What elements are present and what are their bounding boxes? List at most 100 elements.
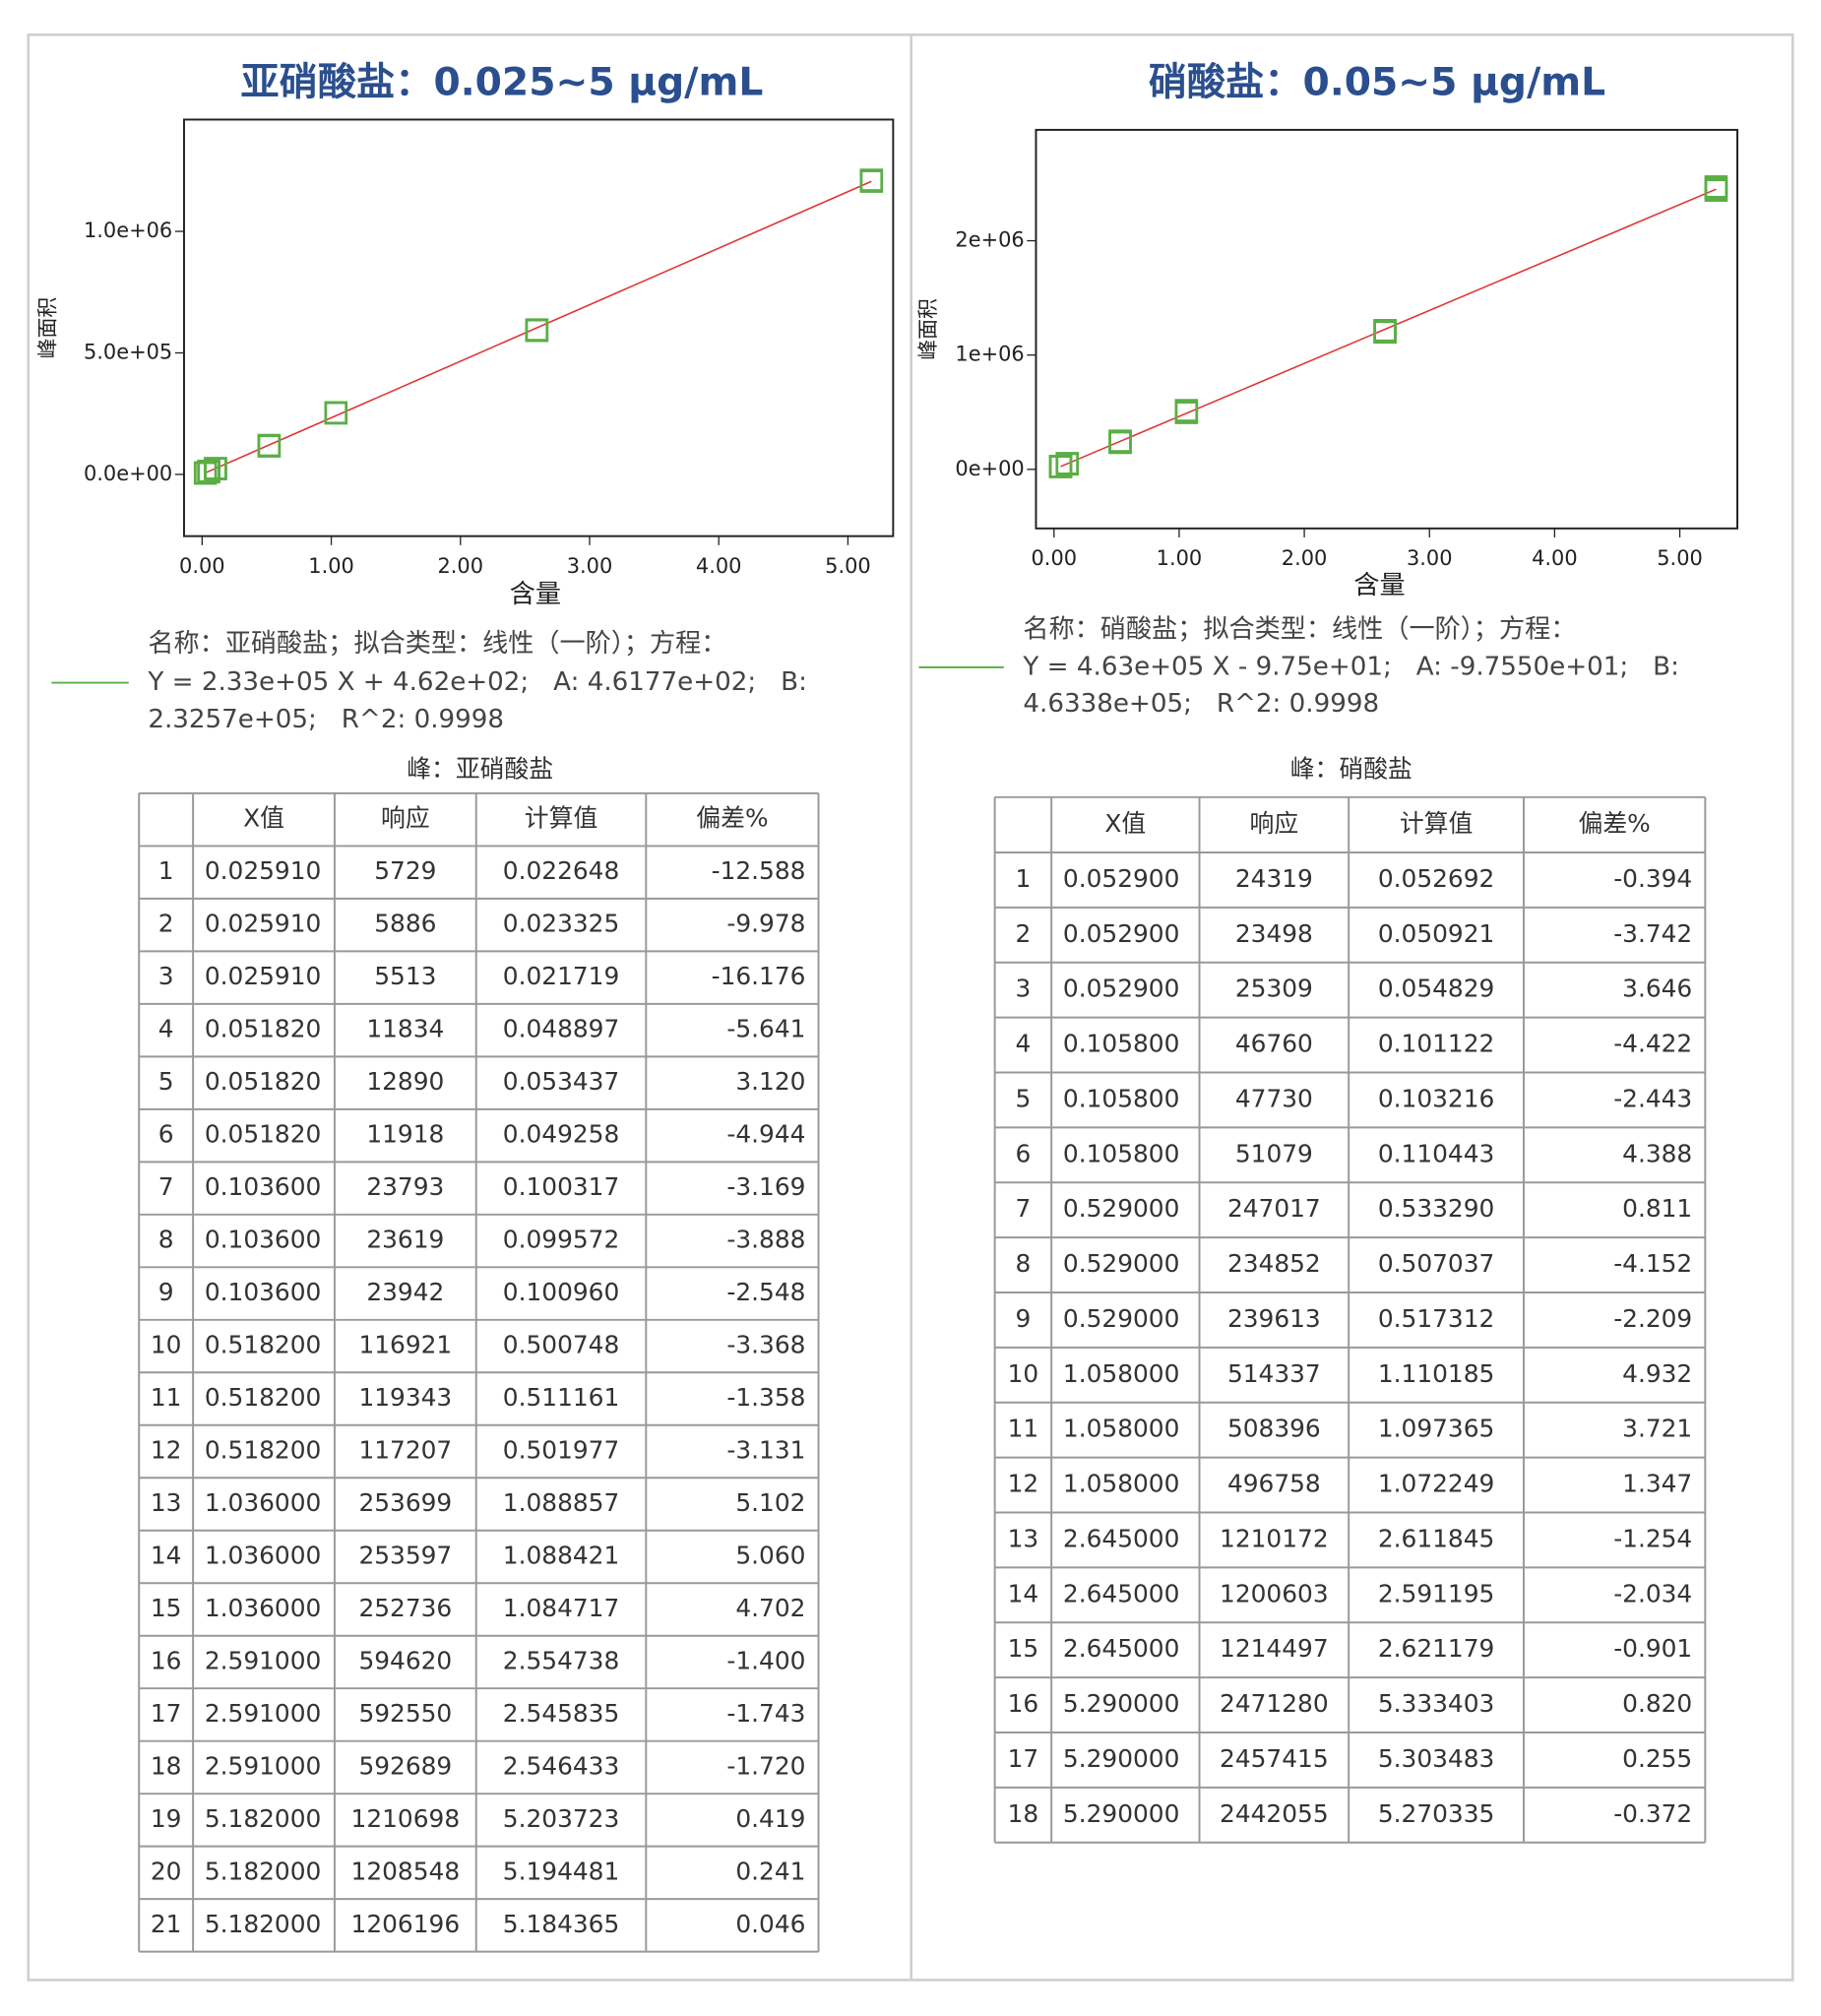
- table-cell: 0.518200: [205, 1383, 321, 1412]
- x-tick-label: 5.00: [1657, 546, 1703, 570]
- table-header: X值: [243, 804, 284, 833]
- table-cell: 16: [151, 1646, 182, 1674]
- table-cell: 0.052900: [1063, 975, 1179, 1003]
- chart-title: 亚硝酸盐：0.025~5 μg/mL: [240, 61, 763, 105]
- table-cell: 0.021719: [503, 962, 619, 990]
- table-cell: 119343: [358, 1383, 452, 1412]
- table-cell: -0.372: [1613, 1799, 1692, 1828]
- table-cell: 1.088421: [503, 1541, 619, 1569]
- table-cell: -1.743: [726, 1699, 805, 1728]
- table-cell: 46760: [1235, 1030, 1313, 1058]
- table-cell: 2.611845: [1378, 1524, 1494, 1552]
- table-header: 响应: [381, 804, 430, 833]
- table-cell: 0.529000: [1063, 1304, 1179, 1333]
- fit-equation: 2.3257e+05; R^2: 0.9998: [148, 705, 504, 734]
- table-cell: -3.368: [726, 1331, 805, 1359]
- table-cell: 0.050921: [1378, 919, 1494, 948]
- table-cell: -12.588: [712, 856, 806, 885]
- data-point: [1108, 430, 1132, 455]
- table-cell: 0.025910: [205, 910, 321, 938]
- data-point: [324, 401, 348, 425]
- table-cell: 0.049258: [503, 1120, 619, 1149]
- table-cell: 5.182000: [205, 1910, 321, 1938]
- x-tick-label: 2.00: [437, 554, 483, 578]
- table-cell: 1.347: [1622, 1470, 1692, 1498]
- table-cell: 2.645000: [1063, 1634, 1179, 1663]
- table-cell: 2.621179: [1378, 1634, 1494, 1663]
- table-cell: 1.088857: [503, 1488, 619, 1517]
- table-cell: 0.255: [1622, 1744, 1692, 1773]
- table-cell: 2.545835: [503, 1699, 619, 1728]
- table-cell: 4.388: [1622, 1139, 1692, 1167]
- table-cell: 0.022648: [503, 856, 619, 885]
- chart-title: 硝酸盐：0.05~5 μg/mL: [1149, 61, 1605, 105]
- table-cell: -2.548: [726, 1278, 805, 1306]
- table-cell: 0.105800: [1063, 1139, 1179, 1167]
- fit-equation: Y = 2.33e+05 X + 4.62e+02; A: 4.6177e+02…: [147, 667, 807, 697]
- table-cell: 12890: [366, 1067, 444, 1096]
- data-point: [525, 318, 549, 342]
- table-cell: 2.591000: [205, 1646, 321, 1674]
- table-cell: 1.036000: [205, 1541, 321, 1569]
- table-cell: -2.443: [1613, 1084, 1692, 1112]
- table-cell: 239613: [1227, 1304, 1321, 1333]
- table-cell: 20: [151, 1857, 182, 1885]
- table-cell: 23619: [366, 1226, 444, 1254]
- table-cell: -1.400: [726, 1646, 805, 1674]
- table-cell: 1208548: [351, 1857, 461, 1885]
- table-cell: 15: [151, 1594, 182, 1622]
- table-cell: 0.820: [1622, 1689, 1692, 1718]
- table-cell: 12: [1008, 1470, 1039, 1498]
- table-cell: 0.103600: [205, 1278, 321, 1306]
- table-cell: 5: [158, 1067, 174, 1096]
- table-cell: 5.333403: [1378, 1689, 1494, 1718]
- table-cell: 17: [1008, 1744, 1039, 1773]
- data-point: [1704, 178, 1728, 202]
- table-cell: -3.888: [726, 1226, 805, 1254]
- plot-area: [1035, 128, 1738, 530]
- table-cell: 594620: [358, 1646, 452, 1674]
- y-tick-label: 0.0e+00: [84, 462, 172, 485]
- table-cell: 2.645000: [1063, 1524, 1179, 1552]
- table-cell: 3.646: [1622, 975, 1692, 1003]
- table-cell: 0.025910: [205, 856, 321, 885]
- table-cell: 18: [1008, 1799, 1039, 1828]
- y-tick-label: 2e+06: [955, 228, 1024, 252]
- table-cell: -3.131: [726, 1436, 805, 1465]
- table-cell: 4.702: [735, 1594, 805, 1622]
- table-cell: 11: [151, 1383, 182, 1412]
- table-cell: 0.051820: [205, 1067, 321, 1096]
- table-cell: 8: [1015, 1249, 1031, 1278]
- y-tick-label: 0e+00: [955, 457, 1024, 480]
- table-cell: 10: [151, 1331, 182, 1359]
- table-cell: 23793: [366, 1172, 444, 1201]
- table-cell: 2.645000: [1063, 1579, 1179, 1607]
- table-cell: 16: [1008, 1689, 1039, 1718]
- table-cell: 1.058000: [1063, 1359, 1179, 1388]
- table-cell: 9: [1015, 1304, 1031, 1333]
- x-axis-label: 含量: [510, 580, 561, 609]
- table-cell: 0.103600: [205, 1226, 321, 1254]
- data-point: [859, 169, 884, 193]
- table-cell: 5729: [374, 856, 436, 885]
- table-cell: 3: [1015, 975, 1031, 1003]
- table-cell: 19: [151, 1804, 182, 1833]
- x-tick-label: 3.00: [1407, 546, 1453, 570]
- table-cell: 234852: [1227, 1249, 1321, 1278]
- table-cell: 1.036000: [205, 1594, 321, 1622]
- table-cell: -2.209: [1613, 1304, 1692, 1333]
- table-cell: 5.290000: [1063, 1744, 1179, 1773]
- table-cell: 0.103600: [205, 1172, 321, 1201]
- table-cell: 7: [1015, 1194, 1031, 1223]
- table-cell: 0.507037: [1378, 1249, 1494, 1278]
- fit-line: [1060, 188, 1717, 468]
- table-cell: 6: [1015, 1139, 1031, 1167]
- table-cell: 0.025910: [205, 962, 321, 990]
- table-cell: -1.254: [1613, 1524, 1692, 1552]
- table-cell: 117207: [358, 1436, 452, 1465]
- table-cell: 23942: [366, 1278, 444, 1306]
- table-cell: 3.120: [735, 1067, 805, 1096]
- x-tick-label: 0.00: [179, 554, 225, 578]
- table-cell: 0.051820: [205, 1015, 321, 1043]
- table-cell: 5886: [374, 910, 436, 938]
